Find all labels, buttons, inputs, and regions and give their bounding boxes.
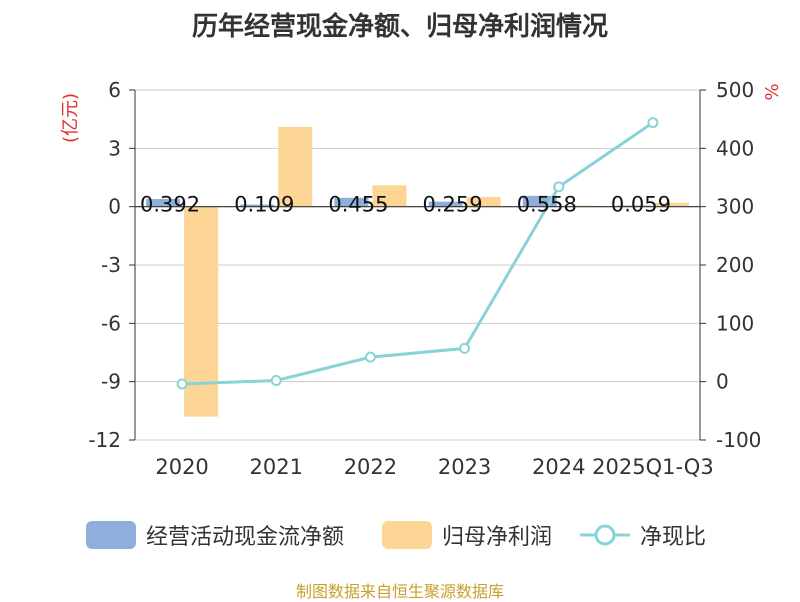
bar-cash	[240, 204, 275, 207]
bar-cash-label: 0.109	[234, 193, 294, 217]
bar-cash	[146, 199, 181, 207]
bar-cash	[428, 201, 463, 207]
legend-item-profit[interactable]: 归母净利润	[382, 518, 552, 552]
legend-swatch-profit	[382, 521, 432, 549]
bar-cash	[334, 197, 369, 207]
y-right-tick-label: 100	[716, 311, 754, 335]
grid	[135, 89, 700, 441]
legend-label-cash: 经营活动现金流净额	[146, 525, 345, 550]
legend-item-cash[interactable]: 经营活动现金流净额	[86, 518, 344, 552]
bar-profit	[654, 202, 689, 207]
bar-profit	[372, 185, 407, 207]
bar-profit	[278, 126, 313, 207]
legend: 经营活动现金流净额 归母净利润 净现比	[0, 518, 800, 558]
ratio-point	[364, 351, 376, 363]
bar-cash	[522, 195, 557, 207]
ratio-point	[176, 378, 188, 390]
y-left-tick-label: -3	[101, 253, 121, 277]
y-right-tick-label: 300	[716, 195, 754, 219]
y-left-tick-label: 0	[108, 195, 121, 219]
x-tick-label: 2025Q1-Q3	[592, 455, 714, 479]
ratio-point	[647, 117, 659, 129]
x-tick-label: 2023	[438, 455, 491, 479]
x-tick-label: 2020	[155, 455, 208, 479]
y-right-tick-label: 0	[716, 370, 729, 394]
ratio-point	[553, 181, 565, 193]
y-right-tick-label: 200	[716, 253, 754, 277]
chart-title: 历年经营现金净额、归母净利润情况	[191, 12, 608, 42]
bars	[146, 126, 689, 417]
y-right-tick-label: 400	[716, 136, 754, 160]
y-left-tick-label: -6	[101, 311, 121, 335]
legend-label-ratio: 净现比	[640, 525, 707, 550]
y-right-tick-label: -100	[716, 428, 761, 452]
bar-cash-label: 0.392	[140, 193, 200, 217]
data-labels: 0.392 0.109 0.455 0.259 0.558 0.059	[140, 193, 671, 217]
ratio-line-path	[182, 121, 654, 386]
y-left-tick-label: -9	[101, 370, 121, 394]
y-left-tick-label: 3	[108, 136, 121, 160]
y-left-unit-label: (亿元)	[60, 93, 81, 143]
bar-cash-label: 0.558	[517, 193, 577, 217]
ratio-point	[459, 342, 471, 354]
x-tick-label: 2022	[344, 455, 397, 479]
y-right-unit-label: %	[762, 83, 783, 100]
x-tick-label: 2021	[250, 455, 303, 479]
bar-cash-label: 0.455	[328, 193, 388, 217]
y-left-tick-label: 6	[108, 78, 121, 102]
x-tick-label: 2024	[532, 455, 585, 479]
bar-cash-label: 0.259	[423, 193, 483, 217]
bar-profit	[466, 196, 501, 207]
y-left-tick-label: -12	[88, 428, 121, 452]
bar-cash-label: 0.059	[611, 193, 671, 217]
ratio-point	[270, 375, 282, 386]
ratio-line	[176, 117, 659, 390]
axes: 6 3 0 -3 -6 -9 -12 500 400 300 200 100 0 -100 (亿元)% 202…	[60, 78, 783, 479]
legend-item-ratio[interactable]: 净现比	[580, 518, 706, 552]
source-note: 制图数据来自恒生聚源数据库	[295, 582, 504, 601]
legend-label-profit: 归母净利润	[442, 525, 553, 550]
y-right-tick-label: 500	[716, 78, 754, 102]
legend-swatch-ratio	[580, 524, 630, 546]
legend-swatch-cash	[86, 521, 136, 549]
